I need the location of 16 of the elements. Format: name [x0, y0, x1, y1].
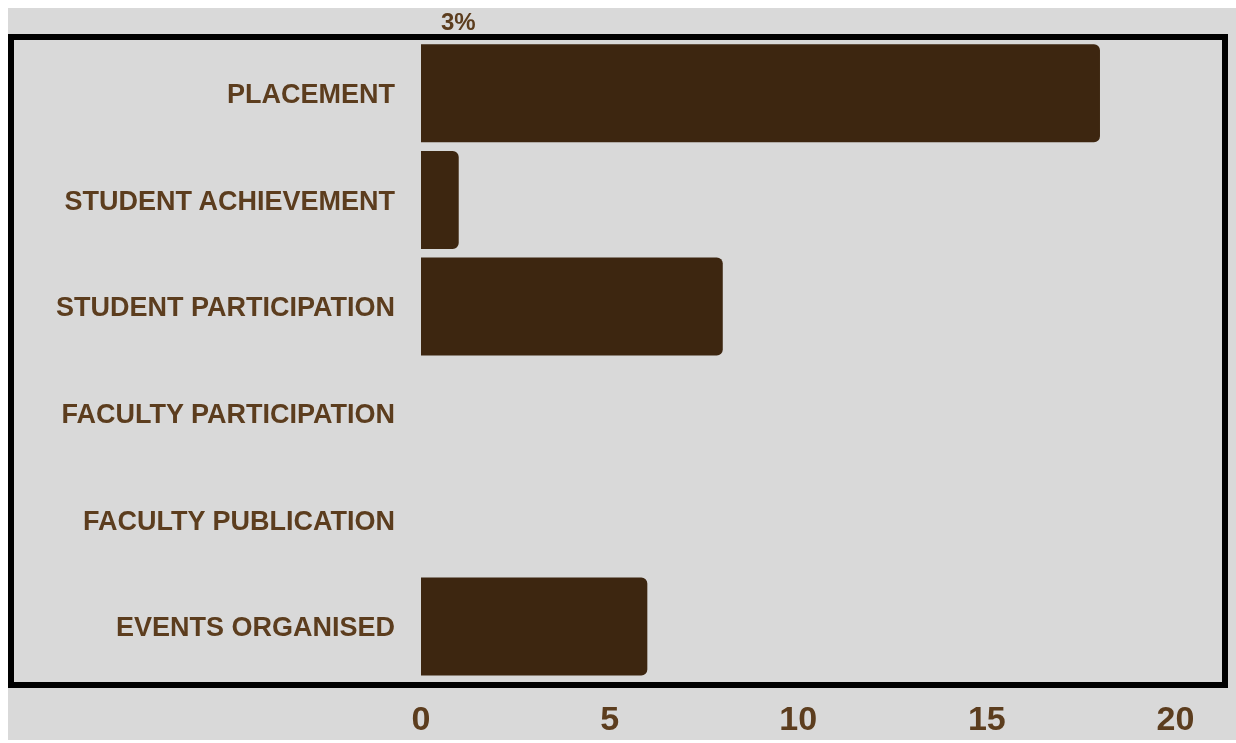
x-tick-label: 15 — [967, 699, 1006, 738]
x-tick-label: 10 — [779, 699, 818, 738]
annotation: 3% — [441, 8, 476, 36]
bar — [421, 150, 459, 249]
x-tick-label: 0 — [411, 699, 431, 738]
y-tick-label: EVENTS ORGANISED — [115, 612, 395, 643]
y-tick-label: STUDENT ACHIEVEMENT — [64, 185, 396, 216]
y-tick-label: FACULTY PARTICIPATION — [61, 398, 395, 429]
y-tick-label: STUDENT PARTICIPATION — [56, 292, 395, 323]
x-tick-label: 5 — [600, 699, 620, 738]
y-tick-label: PLACEMENT — [227, 78, 396, 109]
y-tick-label: FACULTY PUBLICATION — [83, 505, 395, 536]
x-tick-label: 20 — [1156, 699, 1195, 738]
bar — [421, 577, 648, 676]
bar — [421, 44, 1100, 143]
bar — [421, 257, 723, 356]
